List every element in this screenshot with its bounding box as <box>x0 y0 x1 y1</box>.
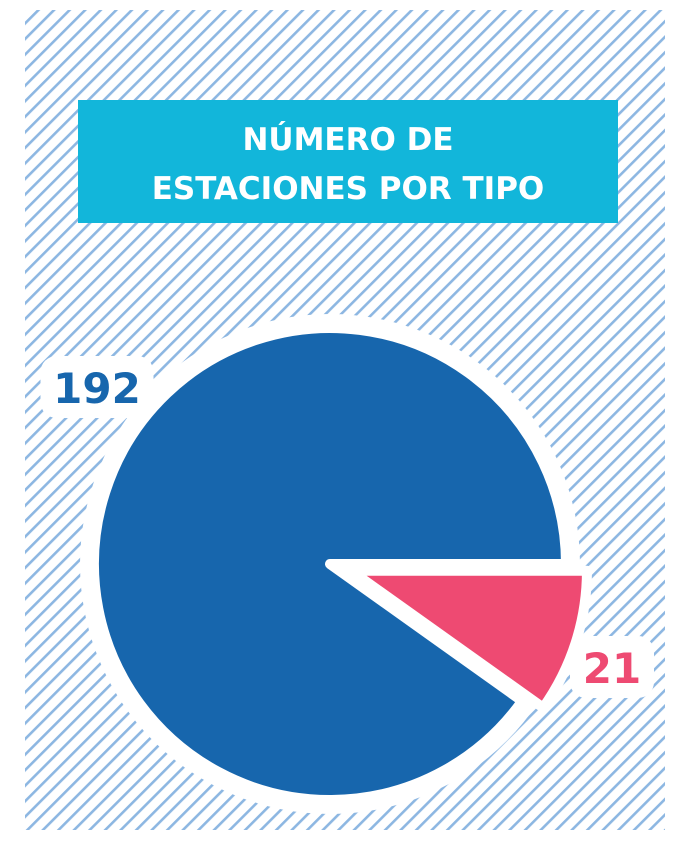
chart-title: NÚMERO DE <box>242 121 453 158</box>
label-background <box>570 636 654 698</box>
pie: 192 21 <box>40 314 654 814</box>
chart-title: ESTACIONES POR TIPO <box>152 171 545 207</box>
label-background <box>40 356 154 418</box>
value-label: 21 <box>583 644 641 693</box>
value-label: 192 <box>53 364 141 413</box>
pie-slice <box>89 323 571 805</box>
title-box <box>78 100 618 223</box>
